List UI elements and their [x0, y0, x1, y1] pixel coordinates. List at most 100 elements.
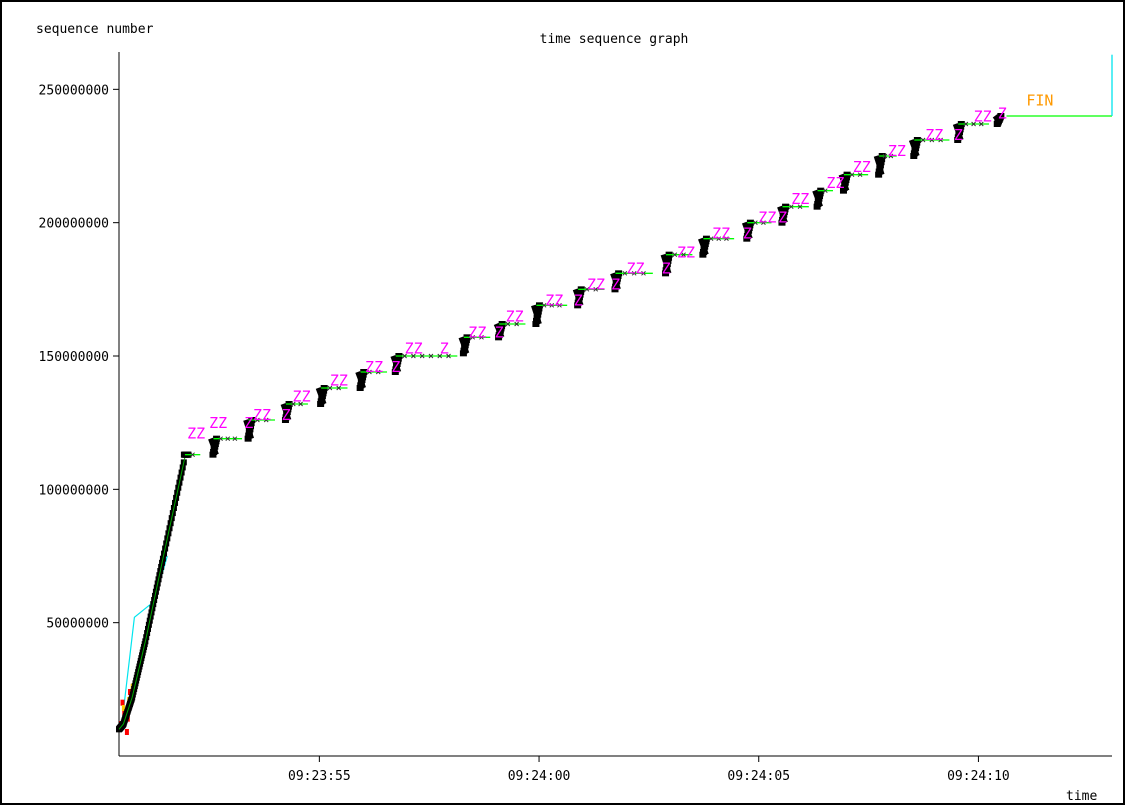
ack-mark: [541, 302, 547, 308]
y-tick-label: 200000000: [39, 217, 109, 232]
ack-mark: [437, 353, 443, 359]
zero-window-label: Z: [244, 414, 253, 432]
burst-stack: [698, 237, 709, 256]
x-tick-label: 09:24:05: [727, 769, 790, 784]
segment-mark: [244, 435, 252, 442]
ack-mark: [681, 252, 686, 258]
burst-stack: [208, 437, 219, 456]
ack-mark: [920, 137, 926, 143]
ack-mark: [724, 236, 729, 242]
burst-stack: [243, 419, 254, 440]
zero-window-label: ZZ: [365, 358, 383, 376]
burst-stack: [458, 336, 470, 355]
burst-stack: [315, 387, 327, 405]
ack-mark: [557, 302, 562, 308]
segment-mark: [877, 159, 885, 166]
ack-mark: [446, 353, 451, 359]
ack-mark: [641, 270, 646, 276]
segment-mark: [247, 420, 255, 427]
segment-mark: [665, 254, 673, 261]
zero-window-label: Z: [611, 275, 620, 293]
ack-mark: [761, 220, 766, 226]
x-axis-label: time: [1066, 789, 1097, 804]
burst-stack: [952, 123, 964, 141]
ack-line-startup: [118, 457, 186, 730]
ack-mark: [978, 121, 984, 127]
zero-window-label: ZZ: [293, 387, 311, 405]
burst-stack: [493, 322, 505, 339]
ack-mark: [971, 121, 976, 127]
zero-window-label: Z: [574, 291, 583, 309]
ack-mark: [857, 172, 863, 178]
burst-stack: [777, 205, 788, 224]
zero-window-label: ZZ: [626, 259, 644, 277]
ack-mark: [402, 353, 407, 359]
ack-mark: [255, 417, 260, 423]
ack-mark: [419, 353, 425, 359]
ack-mark: [367, 369, 372, 375]
ack-mark: [938, 137, 943, 143]
zero-window-label: ZZ: [677, 243, 695, 261]
burst-stack: [660, 253, 672, 275]
burst-stack: [812, 189, 823, 208]
zero-window-label: Z: [440, 339, 449, 357]
ack-mark: [672, 252, 678, 258]
ack-mark: [505, 321, 511, 327]
ack-mark: [593, 286, 599, 292]
ack-mark: [963, 121, 969, 127]
zero-window-label: Z: [998, 105, 1007, 123]
segment-mark: [662, 270, 670, 277]
zero-window-label: Z: [743, 225, 752, 243]
burst-stack: [280, 403, 292, 421]
burst-stack: [908, 139, 920, 157]
x-tick-label: 09:24:00: [508, 769, 571, 784]
ack-mark: [298, 401, 303, 407]
zero-window-label: Z: [778, 209, 787, 227]
segment-mark: [875, 171, 883, 178]
zero-window-label: Z: [662, 259, 671, 277]
ack-mark: [470, 334, 476, 340]
ack-mark: [232, 436, 238, 442]
zero-window-label: ZZ: [791, 190, 809, 208]
segment-mark: [534, 308, 542, 315]
ack-mark: [753, 220, 758, 226]
ack-mark: [327, 385, 333, 391]
zero-window-label: Z: [391, 358, 400, 376]
segment-mark: [997, 113, 1005, 119]
zero-window-label: ZZ: [974, 107, 992, 125]
zero-window-label: Z: [282, 406, 291, 424]
burst-stack: [531, 304, 542, 325]
ack-mark: [716, 236, 722, 242]
ack-mark: [708, 236, 714, 242]
segment-mark: [664, 257, 672, 264]
ack-mark: [822, 188, 828, 194]
ack-mark: [263, 417, 269, 423]
y-tick-label: 50000000: [46, 617, 109, 632]
zero-window-label: Z: [954, 126, 963, 144]
ack-mark: [549, 302, 555, 308]
segment-mark: [878, 156, 886, 163]
ack-mark: [788, 204, 794, 210]
zero-window-label: ZZ: [468, 323, 486, 341]
zero-window-label: ZZ: [758, 209, 776, 227]
segment-mark: [535, 305, 543, 312]
burst-stack: [610, 272, 621, 291]
burst-stack: [390, 355, 402, 373]
ack-mark: [190, 452, 195, 458]
ack-mark: [797, 204, 803, 210]
ack-mark: [622, 270, 628, 276]
chart-title: time sequence graph: [540, 32, 689, 47]
zero-window-label: ZZ: [587, 275, 605, 293]
segment-mark: [247, 423, 255, 430]
burst-stack: [741, 221, 753, 240]
zero-window-label: ZZ: [826, 174, 844, 192]
retransmit-mark: [120, 699, 125, 706]
zero-window-label: ZZ: [253, 406, 271, 424]
ack-mark: [225, 436, 231, 442]
zero-window-label: ZZ: [888, 142, 906, 160]
burst-stack: [992, 114, 1003, 126]
ack-mark: [479, 334, 484, 340]
fin-label: FIN: [1026, 91, 1053, 109]
